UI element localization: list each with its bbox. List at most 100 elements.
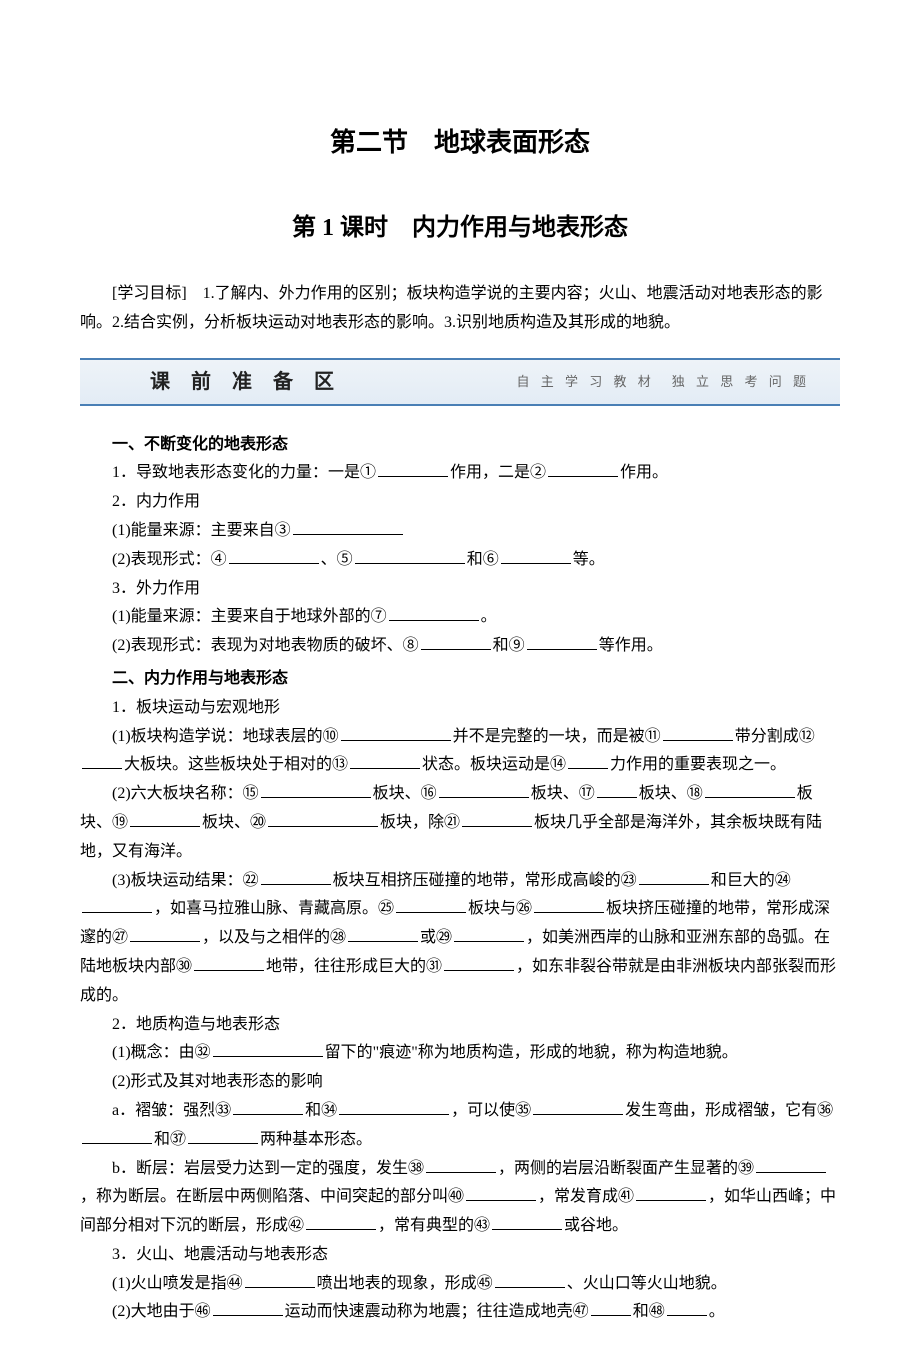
text: 作用，二是② bbox=[450, 464, 546, 481]
blank bbox=[756, 1157, 826, 1173]
section-2-heading: 二、内力作用与地表形态 bbox=[80, 665, 840, 694]
text: ，以及与之相伴的㉘ bbox=[202, 929, 346, 946]
text: 或㉙ bbox=[420, 929, 452, 946]
text: (1)概念：由㉜ bbox=[112, 1044, 211, 1061]
blank bbox=[396, 897, 466, 913]
blank bbox=[533, 1099, 623, 1115]
text: 和⑥ bbox=[467, 551, 499, 568]
blank bbox=[261, 869, 331, 885]
blank bbox=[426, 1157, 496, 1173]
blank bbox=[82, 753, 122, 769]
body-line: (2)表现形式：④ 、⑤ 和⑥ 等。 bbox=[80, 546, 840, 575]
body-line: (1)能量来源：主要来自于地球外部的⑦。 bbox=[80, 603, 840, 632]
body-line: 1．导致地表形态变化的力量：一是①作用，二是②作用。 bbox=[80, 459, 840, 488]
blank bbox=[667, 1300, 707, 1316]
text: 和㊽ bbox=[633, 1303, 665, 1320]
text: 和㊲ bbox=[154, 1131, 186, 1148]
text: 和巨大的㉔ bbox=[711, 872, 791, 889]
blank bbox=[194, 955, 264, 971]
text: 两种基本形态。 bbox=[260, 1131, 372, 1148]
text: 、⑤ bbox=[321, 551, 353, 568]
blank bbox=[639, 869, 709, 885]
blank bbox=[268, 811, 378, 827]
body-line: (2)大地由于㊻运动而快速震动称为地震；往往造成地壳㊼和㊽。 bbox=[80, 1298, 840, 1327]
text: 带分割成⑫ bbox=[735, 728, 815, 745]
body-line: 1．板块运动与宏观地形 bbox=[80, 694, 840, 723]
blank bbox=[261, 782, 371, 798]
blank bbox=[705, 782, 795, 798]
blank bbox=[421, 634, 491, 650]
text: ，常发育成㊶ bbox=[538, 1188, 634, 1205]
body-line: (3)板块运动结果：㉒板块互相挤压碰撞的地带，常形成高峻的㉓和巨大的㉔，如喜马拉… bbox=[80, 867, 840, 1011]
blank bbox=[130, 811, 200, 827]
blank bbox=[355, 548, 465, 564]
body-line: (2)表现形式：表现为对地表物质的破坏、⑧ 和⑨ 等作用。 bbox=[80, 632, 840, 661]
text: 板块、⑳ bbox=[202, 814, 266, 831]
blank bbox=[636, 1185, 706, 1201]
body-line: a．褶皱：强烈㉝和㉞，可以使㉟发生弯曲，形成褶皱，它有㊱和㊲两种基本形态。 bbox=[80, 1097, 840, 1155]
text: 。 bbox=[481, 608, 497, 625]
text: 运动而快速震动称为地震；往往造成地壳㊼ bbox=[285, 1303, 589, 1320]
text: 和㉞ bbox=[305, 1102, 337, 1119]
section-banner: 课 前 准 备 区 自 主 学 习 教 材 独 立 思 考 问 题 bbox=[80, 358, 840, 406]
text: a．褶皱：强烈㉝ bbox=[112, 1102, 231, 1119]
blank bbox=[492, 1214, 562, 1230]
text: (1)板块构造学说：地球表层的⑩ bbox=[112, 728, 339, 745]
blank bbox=[466, 1185, 536, 1201]
text: 等。 bbox=[573, 551, 605, 568]
blank bbox=[213, 1300, 283, 1316]
text: 地带，往往形成巨大的㉛ bbox=[266, 958, 442, 975]
text: 发生弯曲，形成褶皱，它有㊱ bbox=[625, 1102, 833, 1119]
body-line: 2．地质构造与地表形态 bbox=[80, 1011, 840, 1040]
objectives-label: [学习目标] bbox=[112, 285, 187, 302]
body-line: (1)板块构造学说：地球表层的⑩ 并不是完整的一块，而是被⑪ 带分割成⑫ 大板块。这些… bbox=[80, 723, 840, 781]
body-line: 2．内力作用 bbox=[80, 488, 840, 517]
text: (2)表现形式：④ bbox=[112, 551, 227, 568]
blank bbox=[439, 782, 529, 798]
blank bbox=[82, 1128, 152, 1144]
text: (2)表现形式：表现为对地表物质的破坏、⑧ bbox=[112, 637, 419, 654]
blank bbox=[663, 725, 733, 741]
blank bbox=[495, 1272, 565, 1288]
text: ，称为断层。在断层中两侧陷落、中间突起的部分叫㊵ bbox=[80, 1188, 464, 1205]
text: (1)能量来源：主要来自③ bbox=[112, 522, 291, 539]
text: 力作用的重要表现之一。 bbox=[610, 756, 786, 773]
text: 或谷地。 bbox=[564, 1217, 628, 1234]
blank bbox=[548, 461, 618, 477]
body-line: (1)火山喷发是指㊹喷出地表的现象，形成㊺、火山口等火山地貌。 bbox=[80, 1270, 840, 1299]
objectives-text: 1.了解内、外力作用的区别；板块构造学说的主要内容；火山、地震活动对地表形态的影… bbox=[80, 285, 823, 331]
main-title: 第二节 地球表面形态 bbox=[80, 120, 840, 167]
blank bbox=[378, 461, 448, 477]
text: 板块、⑱ bbox=[639, 785, 703, 802]
blank bbox=[597, 782, 637, 798]
blank bbox=[213, 1041, 323, 1057]
blank bbox=[568, 753, 608, 769]
text: ，常有典型的㊸ bbox=[378, 1217, 490, 1234]
text: 大板块。这些板块处于相对的⑬ bbox=[124, 756, 348, 773]
blank bbox=[527, 634, 597, 650]
banner-subtitle: 自 主 学 习 教 材 独 立 思 考 问 题 bbox=[516, 370, 840, 393]
text: 喷出地表的现象，形成㊺ bbox=[317, 1275, 493, 1292]
blank bbox=[462, 811, 532, 827]
text: 并不是完整的一块，而是被⑪ bbox=[453, 728, 661, 745]
text: 、火山口等火山地貌。 bbox=[567, 1275, 727, 1292]
text: ，如喜马拉雅山脉、青藏高原。㉕ bbox=[154, 900, 394, 917]
text: b．断层：岩层受力达到一定的强度，发生㊳ bbox=[112, 1160, 424, 1177]
text: 板块、⑰ bbox=[531, 785, 595, 802]
text: 等作用。 bbox=[599, 637, 663, 654]
section-1-heading: 一、不断变化的地表形态 bbox=[80, 431, 840, 460]
text: (3)板块运动结果：㉒ bbox=[112, 872, 259, 889]
body-line: 3．火山、地震活动与地表形态 bbox=[80, 1241, 840, 1270]
text: 。 bbox=[709, 1303, 725, 1320]
text: (2)六大板块名称：⑮ bbox=[112, 785, 259, 802]
text: 状态。板块运动是⑭ bbox=[422, 756, 566, 773]
blank bbox=[130, 926, 200, 942]
body-line: (2)形式及其对地表形态的影响 bbox=[80, 1068, 840, 1097]
blank bbox=[233, 1099, 303, 1115]
text: 和⑨ bbox=[493, 637, 525, 654]
text: 1．导致地表形态变化的力量：一是① bbox=[112, 464, 376, 481]
body-line: b．断层：岩层受力达到一定的强度，发生㊳，两侧的岩层沿断裂面产生显著的㊴，称为断… bbox=[80, 1155, 840, 1241]
blank bbox=[306, 1214, 376, 1230]
blank bbox=[454, 926, 524, 942]
body-line: (1)能量来源：主要来自③ bbox=[80, 517, 840, 546]
